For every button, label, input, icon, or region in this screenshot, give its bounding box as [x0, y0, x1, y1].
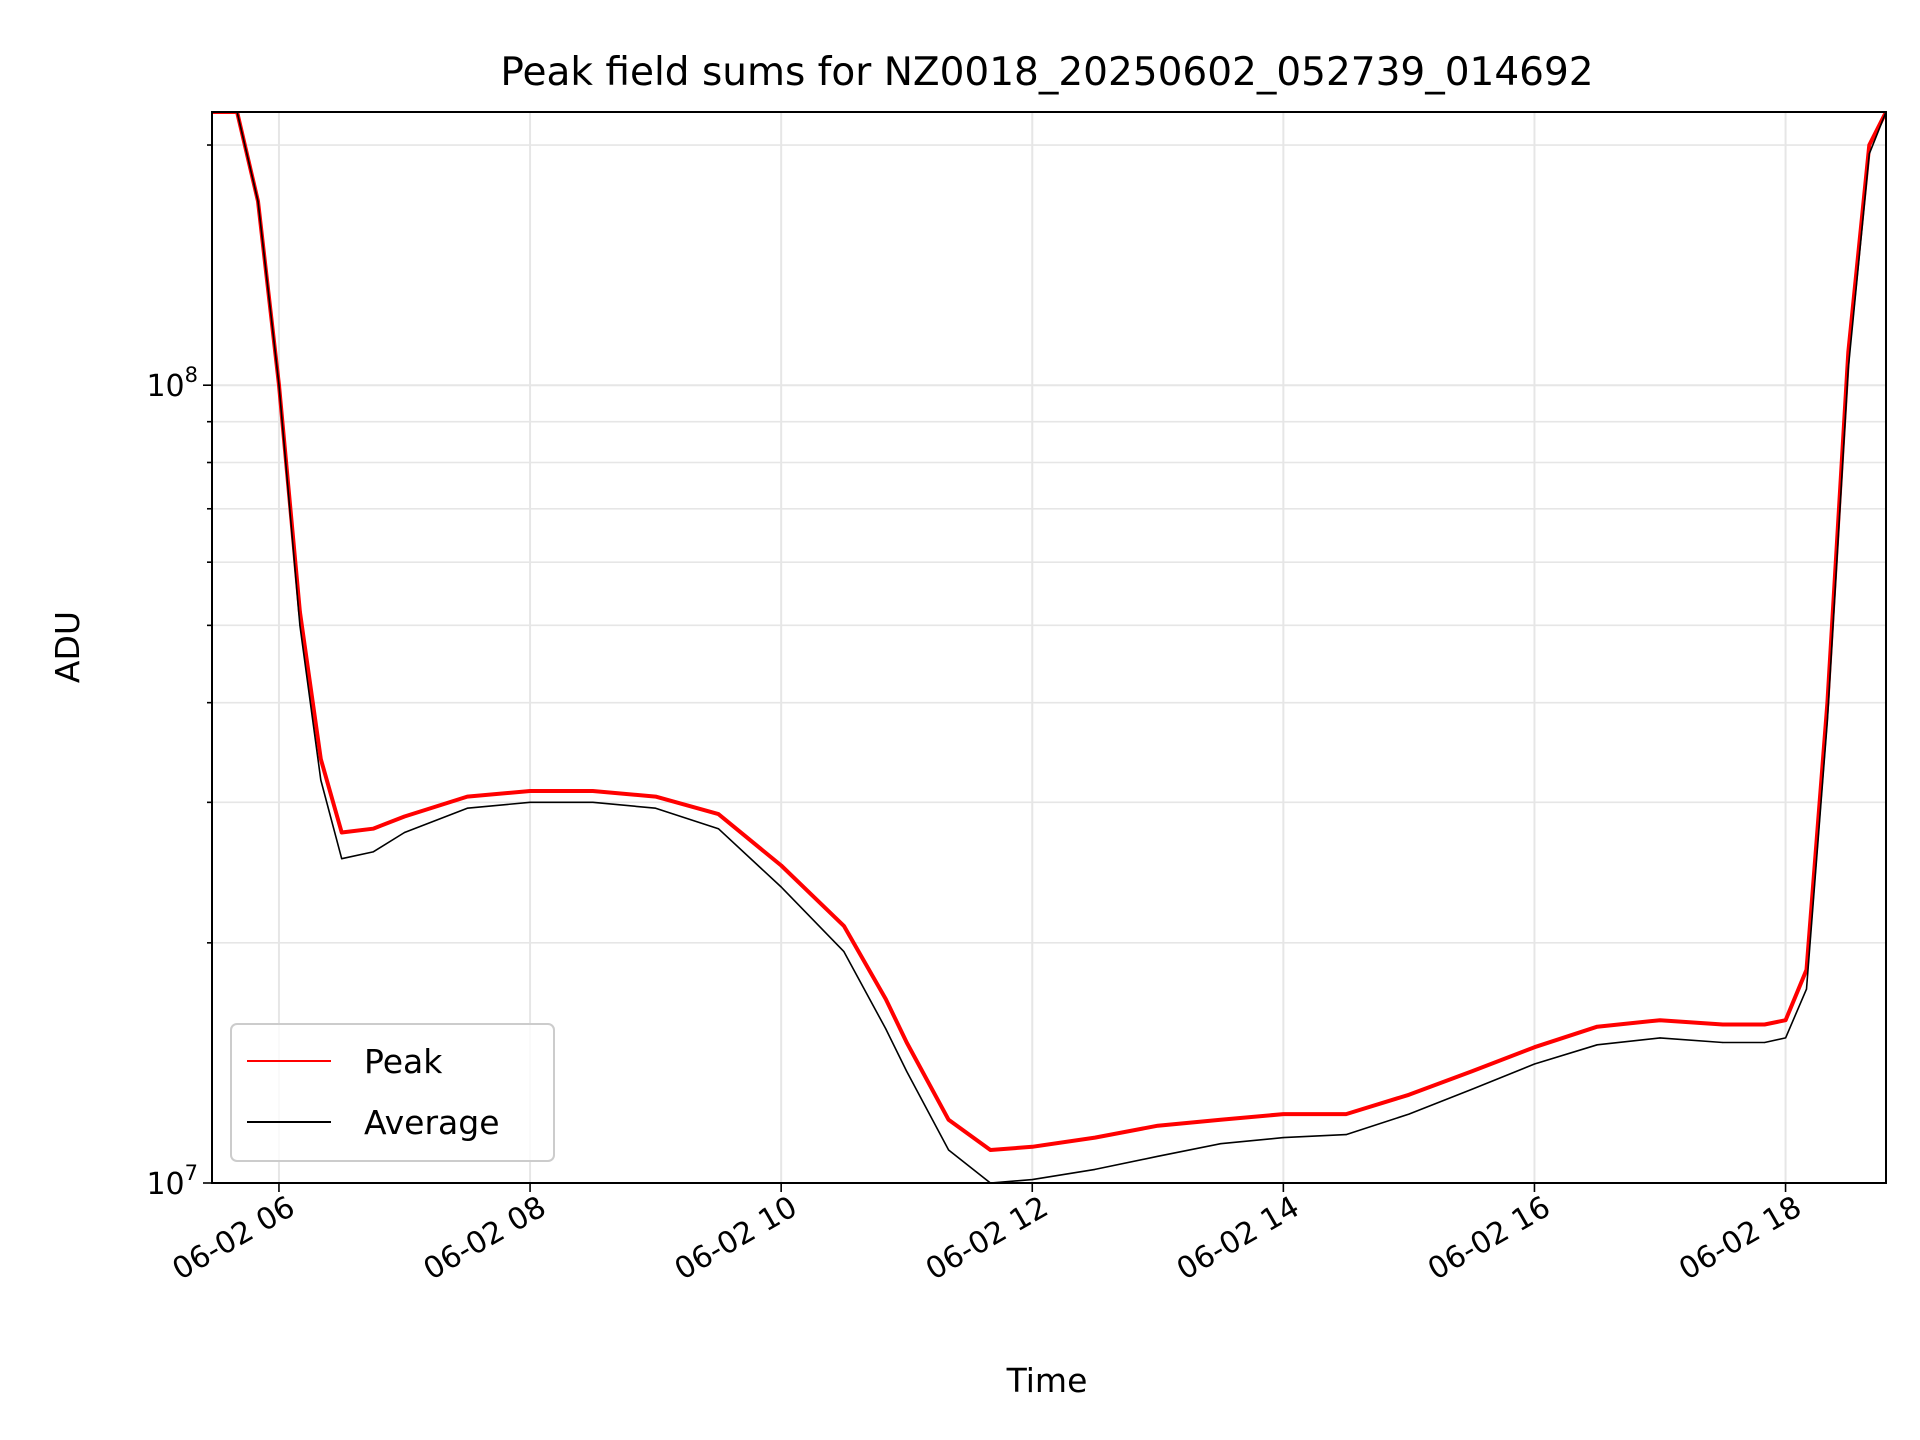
- data-point-average: [655, 807, 657, 809]
- data-point-average: [1408, 1113, 1410, 1115]
- legend-label-peak: Peak: [364, 1042, 443, 1081]
- data-point-average: [529, 801, 531, 803]
- legend: Peak Average: [230, 1023, 555, 1162]
- data-point-average: [780, 886, 782, 888]
- data-point-peak: [1533, 1046, 1536, 1048]
- data-point-average: [1282, 1137, 1284, 1139]
- data-point-average: [1471, 1088, 1473, 1090]
- data-point-peak: [906, 1041, 908, 1044]
- data-point-peak: [1345, 1113, 1347, 1115]
- data-point-average: [1533, 1063, 1536, 1065]
- data-point-average: [717, 828, 720, 830]
- legend-box: [230, 1023, 555, 1162]
- data-point-peak: [1659, 1019, 1661, 1021]
- data-point-average: [1805, 988, 1808, 990]
- data-point-average: [1345, 1134, 1347, 1136]
- data-point-average: [1847, 367, 1849, 369]
- data-point-peak: [1764, 1023, 1766, 1026]
- data-point-average: [1157, 1155, 1159, 1157]
- data-point-average: [1094, 1168, 1096, 1170]
- data-point-peak: [403, 815, 406, 818]
- data-point-average: [906, 1070, 908, 1072]
- data-point-average: [403, 831, 406, 834]
- data-point-peak: [843, 925, 845, 927]
- data-point-peak: [655, 796, 657, 798]
- data-point-peak: [529, 790, 531, 792]
- data-point-peak: [592, 790, 594, 792]
- data-point-average: [1764, 1041, 1766, 1044]
- series-line-average: [212, 112, 1886, 1183]
- data-point-peak: [1220, 1119, 1222, 1121]
- data-point-peak: [1847, 351, 1849, 353]
- data-point-peak: [1596, 1026, 1598, 1028]
- data-point-average: [257, 200, 259, 202]
- data-point-peak: [885, 998, 887, 1000]
- data-point-peak: [1805, 969, 1808, 971]
- data-point-average: [466, 807, 468, 809]
- grid: [212, 112, 1886, 1184]
- data-point-peak: [320, 758, 322, 760]
- data-point-average: [1659, 1037, 1661, 1039]
- data-point-average: [341, 858, 343, 860]
- data-point-peak: [1722, 1023, 1724, 1026]
- data-point-peak: [1282, 1113, 1284, 1115]
- chart-title: Peak field sums for NZ0018_20250602_0527…: [500, 50, 1593, 95]
- data-point-peak: [1868, 144, 1870, 146]
- legend-label-average: Average: [364, 1103, 500, 1142]
- data-point-average: [1826, 719, 1828, 722]
- data-point-average: [1868, 153, 1870, 155]
- data-point-peak: [780, 864, 782, 867]
- y-tick-label: 108: [146, 363, 198, 404]
- x-axis-label: Time: [1006, 1361, 1088, 1400]
- data-point-peak: [299, 611, 301, 613]
- data-point-peak: [1408, 1094, 1410, 1096]
- data-point-average: [1722, 1041, 1724, 1044]
- data-point-peak: [341, 831, 343, 834]
- data-point-peak: [717, 813, 720, 815]
- data-point-average: [1220, 1143, 1222, 1145]
- data-point-average: [372, 851, 374, 853]
- data-point-average: [1785, 1037, 1787, 1039]
- data-point-average: [885, 1028, 887, 1030]
- data-point-average: [278, 384, 280, 386]
- data-point-peak: [948, 1119, 950, 1121]
- data-point-peak: [1785, 1019, 1787, 1021]
- plot-frame: [211, 111, 1887, 1184]
- data-point-peak: [372, 828, 374, 830]
- y-tick-label: 107: [146, 1161, 198, 1202]
- data-point-average: [299, 624, 301, 627]
- data-point-peak: [1031, 1146, 1033, 1148]
- data-point-peak: [989, 1149, 992, 1151]
- data-point-average: [592, 801, 594, 803]
- data-point-average: [1596, 1044, 1598, 1046]
- data-point-average: [320, 779, 322, 781]
- data-point-peak: [1157, 1125, 1159, 1127]
- data-point-average: [843, 951, 845, 953]
- y-axis-label: ADU: [48, 611, 87, 683]
- data-point-average: [948, 1149, 950, 1151]
- data-point-peak: [1471, 1070, 1473, 1072]
- data-point-peak: [1094, 1137, 1096, 1139]
- data-point-peak: [466, 796, 468, 798]
- data-point-average: [1031, 1179, 1033, 1181]
